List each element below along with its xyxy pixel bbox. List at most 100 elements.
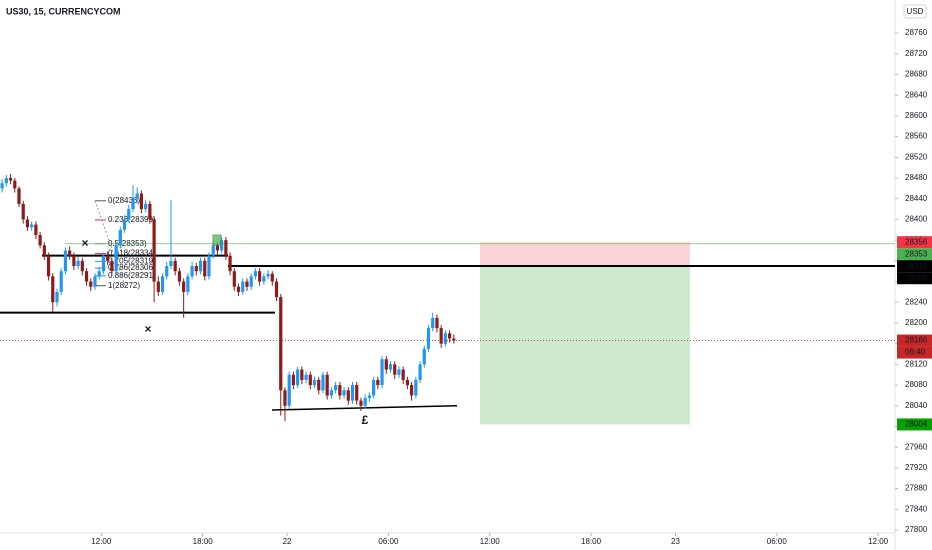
candle-body: [245, 281, 249, 287]
price-badge: [897, 236, 932, 249]
candle-body: [426, 328, 431, 349]
candle-body: [215, 245, 220, 251]
candle-body: [25, 219, 30, 228]
candle-body: [198, 260, 203, 272]
candle-body: [334, 385, 338, 391]
candle-body: [173, 260, 177, 272]
candle-body: [372, 379, 376, 396]
x-tick-label: 18:00: [193, 537, 214, 546]
candle-body: [393, 364, 397, 375]
candle-body: [55, 291, 59, 303]
marker: £: [362, 413, 369, 427]
candle-body: [274, 281, 279, 298]
candle-body: [410, 385, 414, 396]
candle-body: [156, 281, 160, 292]
candle-body: [346, 390, 350, 401]
price-label: 28353: [905, 249, 928, 258]
candle-body: [401, 369, 405, 380]
candle-body: [186, 276, 190, 292]
candle-body: [51, 276, 55, 303]
price-label: 28309: [905, 273, 928, 282]
candle-body: [131, 198, 135, 210]
currency-box[interactable]: [903, 4, 927, 19]
fib-label: 0(28436): [108, 196, 140, 205]
candle-body: [414, 379, 418, 396]
x-tick-label: 12:00: [91, 537, 112, 546]
target-zone: [480, 266, 690, 425]
stop-zone: [480, 242, 690, 267]
candle-body: [13, 180, 17, 189]
price-badge: [897, 334, 932, 347]
candle-body: [279, 297, 283, 391]
fib-label: 0.618(28334): [108, 249, 156, 258]
candle-body: [308, 374, 312, 386]
candle-body: [59, 271, 63, 292]
candle-body: [224, 240, 228, 256]
candle-body: [363, 398, 367, 406]
candle-body: [63, 250, 68, 272]
candle-body: [4, 178, 8, 184]
candle-body: [291, 374, 296, 386]
candle-body: [296, 369, 300, 386]
candle-body: [329, 390, 334, 396]
y-tick-label: 28760: [905, 28, 928, 37]
candle-body: [439, 328, 443, 344]
y-tick-label: 28240: [905, 297, 928, 306]
candle-body: [80, 260, 84, 272]
candle-body: [139, 193, 144, 210]
fib-label: 0.705(28319): [108, 256, 156, 265]
candle-body: [258, 271, 262, 282]
candle-body: [232, 271, 236, 287]
price-badge: [897, 272, 932, 285]
price-label: 28004: [905, 420, 928, 429]
candle-body: [89, 281, 93, 287]
candle-body: [177, 271, 182, 282]
candle-body: [194, 266, 198, 272]
chart-title: US30, 15, CURRENCYCOM: [6, 6, 121, 16]
candle-body: [165, 266, 169, 277]
candle-body: [46, 255, 51, 277]
countdown-badge: [897, 346, 932, 359]
x-tick-label: 18:00: [581, 537, 602, 546]
candle-body: [253, 271, 258, 277]
y-tick-label: 28400: [905, 215, 928, 224]
candle-body: [443, 333, 447, 344]
y-tick-label: 28600: [905, 111, 928, 120]
candle-body: [287, 374, 291, 406]
candle-body: [397, 369, 401, 375]
price-label: 28166: [905, 336, 928, 345]
candle-body: [338, 385, 342, 396]
currency[interactable]: USD: [907, 7, 924, 16]
candle-body: [431, 317, 435, 329]
candle-body: [203, 260, 207, 277]
price-badge: [897, 248, 932, 261]
fib-trend: [94, 200, 126, 286]
y-tick-label: 28680: [905, 70, 928, 79]
candle-body: [350, 385, 355, 401]
countdown: 06:40: [905, 348, 926, 357]
price-label: 28356: [905, 237, 928, 246]
candle-body: [376, 379, 380, 386]
candle-body: [448, 333, 452, 339]
candle-body: [228, 255, 232, 272]
candle-body: [135, 193, 139, 199]
candle-body: [220, 240, 224, 251]
candle-body: [169, 260, 173, 267]
marker: ×: [144, 322, 151, 336]
candle-body: [114, 245, 118, 272]
price-badge: [897, 418, 932, 431]
candle-body: [93, 276, 97, 287]
candle-body: [122, 219, 127, 230]
candle-body: [418, 364, 422, 380]
y-tick-label: 28440: [905, 194, 928, 203]
candle-body: [110, 260, 114, 272]
y-tick-label: 28040: [905, 401, 928, 410]
y-tick-label: 27840: [905, 504, 928, 513]
y-tick-label: 28480: [905, 173, 928, 182]
candle-body: [236, 286, 241, 292]
candle-body: [0, 183, 4, 189]
fib-label: 0.786(28306): [108, 263, 156, 272]
candle-body: [452, 338, 456, 341]
candle-body: [101, 255, 106, 272]
trend-line: [271, 405, 458, 411]
